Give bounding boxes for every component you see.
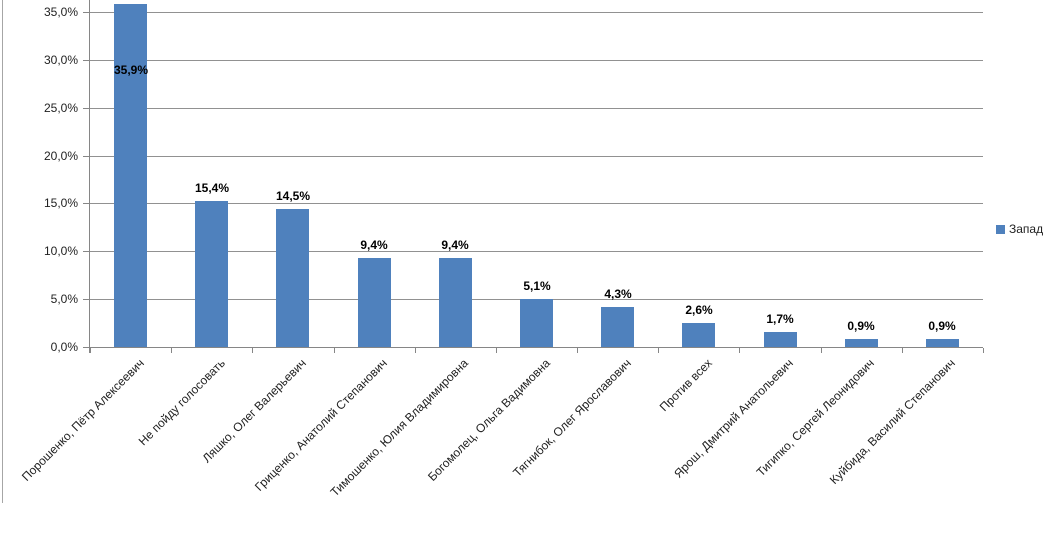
x-axis-tick — [821, 348, 822, 353]
x-axis-tick — [252, 348, 253, 353]
bar — [114, 4, 147, 347]
x-axis-tick — [739, 348, 740, 353]
gridline — [90, 203, 983, 204]
legend-swatch — [996, 224, 1005, 234]
gridline — [90, 60, 983, 61]
gridline — [90, 12, 983, 13]
y-axis-tick — [83, 12, 89, 13]
y-axis-label: 5,0% — [50, 292, 78, 306]
bar — [276, 209, 309, 347]
x-axis-tick — [902, 348, 903, 353]
y-axis-label: 10,0% — [43, 244, 78, 258]
y-axis-label: 15,0% — [43, 196, 78, 210]
bar-value-label: 9,4% — [360, 238, 388, 252]
bar — [682, 323, 715, 347]
bar-value-label: 2,6% — [685, 303, 713, 317]
bar-value-label: 0,9% — [847, 319, 875, 333]
bar — [439, 258, 472, 347]
y-axis-label: 25,0% — [43, 101, 78, 115]
y-axis-tick — [83, 203, 89, 204]
bar-value-label: 4,3% — [604, 287, 632, 301]
y-axis-line — [89, 0, 90, 353]
x-axis-line — [90, 347, 983, 348]
bar-value-label: 15,4% — [194, 181, 230, 195]
bar-value-label: 1,7% — [766, 312, 794, 326]
y-axis-tick — [83, 108, 89, 109]
x-axis-tick — [90, 348, 91, 353]
bar — [845, 339, 878, 347]
x-axis-tick — [983, 348, 984, 353]
bar — [764, 332, 797, 347]
bar-value-label: 0,9% — [928, 319, 956, 333]
y-axis-tick — [83, 299, 89, 300]
bar — [926, 339, 959, 347]
y-axis-tick — [83, 60, 89, 61]
y-axis-label: 20,0% — [43, 149, 78, 163]
y-axis-label: 0,0% — [50, 340, 78, 354]
gridline — [90, 251, 983, 252]
chart-left-border-line — [2, 0, 3, 503]
y-axis-label: 30,0% — [43, 53, 78, 67]
bar — [520, 299, 553, 347]
bar-value-label: 5,1% — [523, 279, 551, 293]
x-axis-tick — [415, 348, 416, 353]
legend-label: Запад — [1009, 222, 1044, 236]
legend: Запад — [996, 222, 1043, 236]
x-axis-tick — [496, 348, 497, 353]
bar — [601, 307, 634, 347]
y-axis-tick — [83, 347, 89, 348]
y-axis-tick — [83, 156, 89, 157]
x-axis-tick — [658, 348, 659, 353]
gridline — [90, 156, 983, 157]
gridline — [90, 108, 983, 109]
chart-area: 0,0% 5,0% 10,0% 15,0% 20,0% 25,0% 30,0% 35,0% 35… — [2, 0, 1043, 503]
x-axis-tick — [577, 348, 578, 353]
plot-area: 0,0% 5,0% 10,0% 15,0% 20,0% 25,0% 30,0% 35,0% 35… — [19, 0, 984, 499]
bar-value-label: 9,4% — [441, 238, 469, 252]
x-axis-tick — [171, 348, 172, 353]
bar — [358, 258, 391, 347]
y-axis-label: 35,0% — [43, 5, 78, 19]
bar — [195, 201, 228, 347]
y-axis-tick — [83, 251, 89, 252]
x-axis-tick — [334, 348, 335, 353]
bar-value-label: 35,9% — [113, 63, 149, 77]
bar-value-label: 14,5% — [275, 189, 311, 203]
